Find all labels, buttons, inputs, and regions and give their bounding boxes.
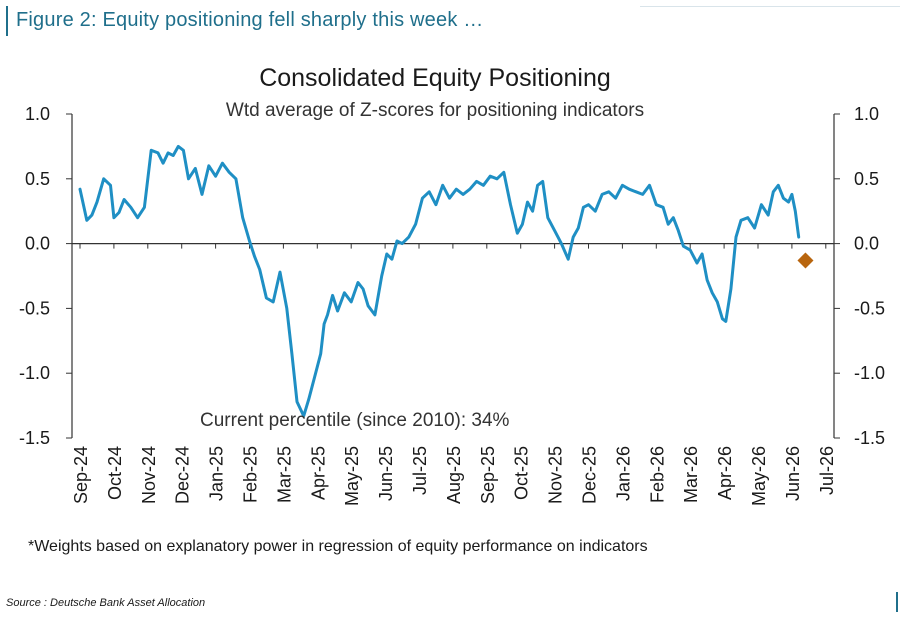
x-tick-label: Nov-24	[139, 446, 159, 504]
corner-accent-bar	[896, 592, 898, 612]
latest-value-marker	[797, 252, 814, 269]
percentile-annotation: Current percentile (since 2010): 34%	[200, 410, 510, 431]
header-rule	[640, 6, 900, 7]
x-tick-label: Aug-25	[444, 446, 464, 504]
x-tick-label: Jun-26	[783, 446, 803, 501]
x-tick-label: May-26	[749, 446, 769, 506]
series-layer	[78, 144, 814, 418]
chart-subtitle: Wtd average of Z-scores for positioning …	[226, 100, 644, 121]
source-note: Source : Deutsche Bank Asset Allocation	[6, 597, 206, 609]
chart-footnote: *Weights based on explanatory power in r…	[28, 538, 648, 555]
y-tick-label-right: 1.0	[854, 104, 879, 124]
y-tick-label-right: 0.5	[854, 169, 879, 189]
x-tick-label: Dec-25	[580, 446, 600, 504]
y-tick-label-right: -1.5	[854, 428, 885, 448]
x-axis-ticks: Sep-24 Oct-24 Nov-24 Dec-24 Jan-25 Feb-25 Mar-…	[71, 243, 837, 506]
figure-heading: Figure 2: Equity positioning fell sharpl…	[16, 9, 484, 31]
y-tick-label-right: 0.0	[854, 234, 879, 254]
y-tick-label-right: -1.0	[854, 363, 885, 383]
x-tick-label: Feb-26	[647, 446, 667, 503]
x-tick-label: Oct-25	[512, 446, 532, 500]
x-tick-label: Feb-25	[241, 446, 261, 503]
y-tick-label-left: -1.0	[19, 363, 50, 383]
y-tick-label-right: -0.5	[854, 298, 885, 318]
y-tick-label-left: -0.5	[19, 298, 50, 318]
x-tick-label: Apr-25	[308, 446, 328, 500]
x-tick-label: Apr-26	[715, 446, 735, 500]
header-accent-bar	[6, 6, 8, 36]
x-tick-label: Jan-25	[207, 446, 227, 501]
y-tick-label-left: 0.0	[25, 234, 50, 254]
x-tick-label: Mar-26	[681, 446, 701, 503]
x-tick-label: May-25	[342, 446, 362, 506]
y-tick-label-left: 0.5	[25, 169, 50, 189]
y-tick-label-left: -1.5	[19, 428, 50, 448]
x-tick-label: Dec-24	[173, 446, 193, 504]
y-axis-ticks: 1.0 1.0 0.5 0.5 0.0 0.0 -0.5 -0.5 -1.0 -1.0 -1.5 -1…	[19, 104, 885, 448]
x-tick-label: Jul-25	[410, 446, 430, 495]
x-tick-label: Sep-24	[71, 446, 91, 504]
chart-title: Consolidated Equity Positioning	[259, 64, 611, 92]
positioning-series-line	[78, 144, 801, 418]
x-tick-label: Jun-25	[376, 446, 396, 501]
x-tick-label: Nov-25	[546, 446, 566, 504]
figure-header: Figure 2: Equity positioning fell sharpl…	[0, 6, 900, 36]
x-tick-label: Jul-26	[817, 446, 837, 495]
x-tick-label: Jan-26	[613, 446, 633, 501]
equity-positioning-chart: Consolidated Equity Positioning Wtd aver…	[19, 64, 885, 506]
x-tick-label: Mar-25	[274, 446, 294, 503]
x-tick-label: Sep-25	[478, 446, 498, 504]
y-tick-label-left: 1.0	[25, 104, 50, 124]
x-tick-label: Oct-24	[105, 446, 125, 500]
